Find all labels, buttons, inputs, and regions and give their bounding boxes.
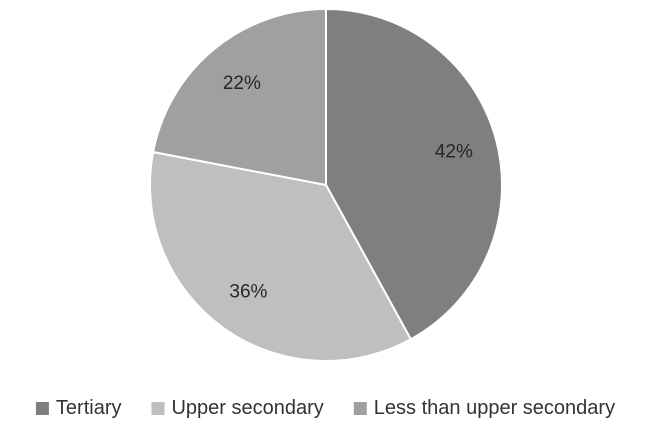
data-label-tertiary: 42% xyxy=(435,142,473,163)
legend-swatch-upper-secondary xyxy=(151,402,165,415)
data-label-less-than-upper-secondary: 22% xyxy=(223,73,261,94)
pie-slice-tertiary xyxy=(325,7,503,341)
legend-swatch-less-than-upper-secondary xyxy=(353,402,367,415)
legend-swatch-tertiary xyxy=(35,402,49,415)
legend-label-less-than-upper-secondary: Less than upper secondary xyxy=(374,397,615,419)
pie-slices xyxy=(149,7,503,362)
legend-label-upper-secondary: Upper secondary xyxy=(171,397,323,419)
pie-slice-upper-secondary xyxy=(149,150,413,362)
legend-label-tertiary: Tertiary xyxy=(56,397,122,419)
legend: Tertiary Upper secondary Less than upper s… xyxy=(35,397,615,419)
pie-data-labels: 42% 36% 22% xyxy=(223,73,473,302)
pie-slice-less-than-upper-secondary xyxy=(151,7,327,187)
data-label-upper-secondary: 36% xyxy=(229,281,267,302)
